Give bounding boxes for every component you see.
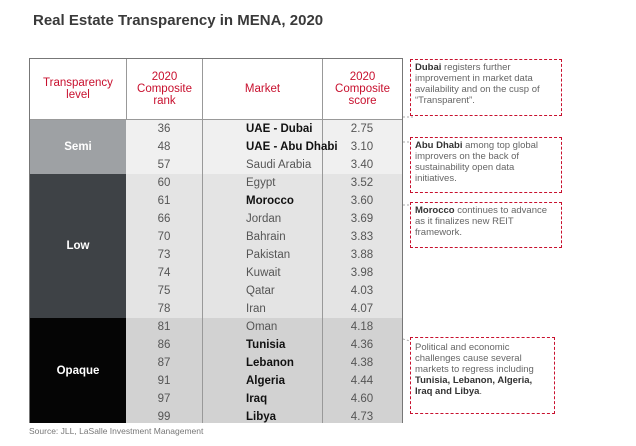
low-band — [126, 174, 402, 318]
column-divider — [202, 59, 203, 423]
market-cell: Pakistan — [246, 249, 291, 261]
note-abudhabi-text: among top global improvers on the back o… — [415, 140, 539, 184]
level-low: Low — [30, 174, 126, 318]
market-cell: Iraq — [246, 393, 268, 405]
market-cell: Tunisia — [246, 339, 286, 351]
note-morocco: Morocco continues to advance as it final… — [410, 202, 562, 248]
score-cell: 4.73 — [350, 411, 374, 423]
rank-cell: 60 — [157, 177, 171, 189]
rank-cell: 48 — [157, 141, 171, 153]
score-cell: 2.75 — [350, 123, 374, 135]
table-header: Transparency level 2020 Composite rank M… — [30, 59, 402, 120]
score-cell: 3.83 — [350, 231, 374, 243]
note-dubai-text: registers further improvement in market … — [415, 62, 540, 106]
table-row: 75 Qatar 4.03 — [126, 282, 402, 300]
market-cell: Iran — [246, 303, 266, 315]
note-abudhabi: Abu Dhabi among top global improvers on … — [410, 137, 562, 193]
header-transparency-level: Transparency level — [43, 77, 113, 101]
table-row: 91 Algeria 4.44 — [126, 372, 402, 390]
header-composite-score: 2020 Composite score — [322, 59, 402, 119]
rank-cell: 99 — [157, 411, 171, 423]
score-cell: 4.38 — [350, 357, 374, 369]
note-opaque-text: Political and economic challenges cause … — [415, 342, 534, 375]
market-cell: Lebanon — [246, 357, 294, 369]
score-cell: 4.36 — [350, 339, 374, 351]
note-dubai-bold: Dubai — [415, 62, 442, 73]
note-abudhabi-bold: Abu Dhabi — [415, 140, 463, 151]
table-row: 48 UAE - Abu Dhabi 3.10 — [126, 138, 402, 156]
market-cell: Algeria — [246, 375, 285, 387]
score-cell: 4.03 — [350, 285, 374, 297]
table-row: 74 Kuwait 3.98 — [126, 264, 402, 282]
rank-cell: 86 — [157, 339, 171, 351]
table-row: 60 Egypt 3.52 — [126, 174, 402, 192]
score-cell: 3.10 — [350, 141, 374, 153]
rank-cell: 75 — [157, 285, 171, 297]
table-row: 57 Saudi Arabia 3.40 — [126, 156, 402, 174]
market-cell: Oman — [246, 321, 278, 333]
connector-opaque — [402, 338, 411, 342]
rank-cell: 36 — [157, 123, 171, 135]
score-cell: 4.44 — [350, 375, 374, 387]
score-cell: 3.60 — [350, 195, 374, 207]
note-opaque: Political and economic challenges cause … — [410, 337, 555, 414]
table-row: 70 Bahrain 3.83 — [126, 228, 402, 246]
rank-cell: 70 — [157, 231, 171, 243]
score-cell: 3.69 — [350, 213, 374, 225]
chart-title: Real Estate Transparency in MENA, 2020 — [33, 12, 324, 29]
source-note: Source: JLL, LaSalle Investment Manageme… — [29, 426, 204, 436]
table-row: 61 Morocco 3.60 — [126, 192, 402, 210]
table-row: 36 UAE - Dubai 2.75 — [126, 120, 402, 138]
table-row: 78 Iran 4.07 — [126, 300, 402, 318]
score-cell: 4.60 — [350, 393, 374, 405]
rank-cell: 87 — [157, 357, 171, 369]
score-cell: 4.07 — [350, 303, 374, 315]
score-cell: 4.18 — [350, 321, 374, 333]
table-row: 66 Jordan 3.69 — [126, 210, 402, 228]
rank-cell: 74 — [157, 267, 171, 279]
market-cell: UAE - Dubai — [246, 123, 313, 135]
rank-cell: 91 — [157, 375, 171, 387]
column-divider — [322, 59, 323, 423]
note-opaque-bold: Tunisia, Lebanon, Algeria, Iraq and Liby… — [415, 375, 533, 397]
score-cell: 3.52 — [350, 177, 374, 189]
score-cell: 3.88 — [350, 249, 374, 261]
level-semi: Semi — [30, 120, 126, 174]
transparency-table: Transparency level 2020 Composite rank M… — [29, 58, 403, 423]
market-cell: Qatar — [246, 285, 275, 297]
market-cell: Saudi Arabia — [246, 159, 312, 171]
score-cell: 3.40 — [350, 159, 374, 171]
semi-band — [126, 120, 402, 174]
table-row: 81 Oman 4.18 — [126, 318, 402, 336]
rank-cell: 66 — [157, 213, 171, 225]
market-cell: UAE - Abu Dhabi — [246, 141, 338, 153]
rank-cell: 73 — [157, 249, 171, 261]
rank-cell: 61 — [157, 195, 171, 207]
rank-cell: 81 — [157, 321, 171, 333]
table-row: 73 Pakistan 3.88 — [126, 246, 402, 264]
market-cell: Egypt — [246, 177, 276, 189]
rank-cell: 57 — [157, 159, 171, 171]
score-cell: 3.98 — [350, 267, 374, 279]
table-row: 86 Tunisia 4.36 — [126, 336, 402, 354]
rank-cell: 97 — [157, 393, 171, 405]
level-opaque: Opaque — [30, 318, 126, 423]
rank-cell: 78 — [157, 303, 171, 315]
market-cell: Bahrain — [246, 231, 286, 243]
table-row: 97 Iraq 4.60 — [126, 390, 402, 408]
opaque-band — [126, 318, 402, 423]
market-cell: Libya — [246, 411, 277, 423]
note-morocco-text: continues to advance as it finalizes new… — [415, 205, 548, 238]
market-cell: Jordan — [246, 213, 282, 225]
note-opaque-end: . — [479, 386, 483, 397]
table-row: 99 Libya 4.73 — [126, 408, 402, 426]
market-cell: Morocco — [246, 195, 294, 207]
header-composite-rank: 2020 Composite rank — [126, 59, 202, 119]
table-row: 87 Lebanon 4.38 — [126, 354, 402, 372]
note-dubai: Dubai registers further improvement in m… — [410, 59, 562, 116]
market-cell: Kuwait — [246, 267, 281, 279]
note-morocco-bold: Morocco — [415, 205, 455, 216]
